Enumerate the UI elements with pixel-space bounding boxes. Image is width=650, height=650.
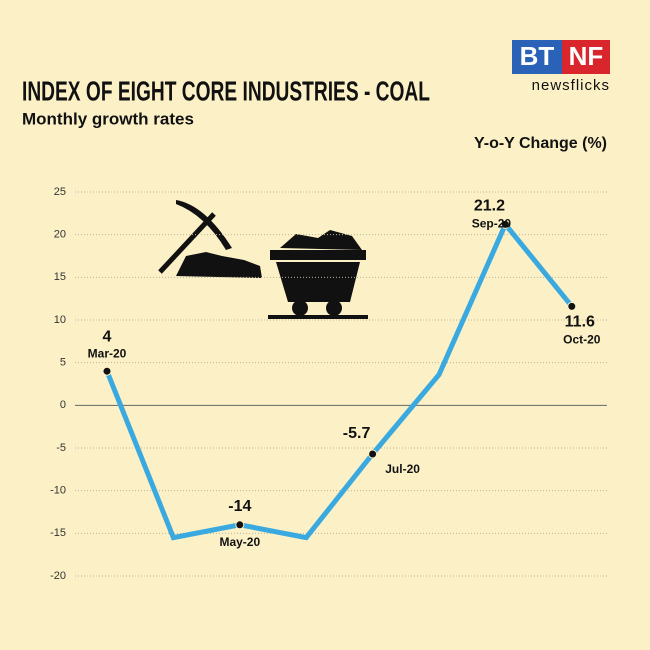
pickaxe-icon: [158, 200, 262, 278]
value-label: 4: [103, 328, 112, 345]
category-label: Sep-20: [472, 217, 512, 231]
line-series: [104, 219, 574, 541]
point: [500, 219, 510, 229]
point: [102, 366, 112, 376]
category-label: May-20: [219, 535, 260, 549]
value-label: 21.2: [474, 198, 505, 215]
point: [368, 449, 378, 459]
cart-icon: [268, 230, 368, 319]
logo: BT NF newsflicks: [512, 40, 610, 94]
logo-tagline: newsflicks: [532, 77, 610, 94]
category-label: Oct-20: [563, 333, 601, 347]
chart-title: INDEX OF EIGHT CORE INDUSTRIES - COAL: [22, 75, 430, 106]
point: [235, 520, 245, 530]
y-tick-label: 0: [60, 399, 66, 411]
logo-left: BT: [520, 41, 555, 71]
logo-right: NF: [569, 41, 604, 71]
logo-left-box: [512, 40, 562, 74]
point: [567, 301, 577, 311]
y-tick-label: -10: [50, 485, 66, 497]
logo-right-box: [562, 40, 610, 74]
value-label: 11.6: [565, 314, 595, 331]
y-tick-label: 5: [60, 357, 66, 369]
category-label: Jul-20: [385, 462, 420, 476]
category-label: Mar-20: [88, 346, 127, 360]
y-tick-label: 15: [54, 271, 66, 283]
y-tick-label: 10: [54, 314, 66, 326]
value-label: -5.7: [343, 425, 371, 442]
y-tick-label: -15: [50, 527, 66, 539]
value-label: -14: [228, 498, 251, 515]
y-tick-label: -20: [50, 570, 66, 582]
chart-subtitle: Monthly growth rates: [22, 109, 194, 128]
y-tick-label: 20: [54, 229, 66, 241]
y-tick-label: 25: [54, 186, 66, 198]
y-tick-label: -5: [56, 442, 66, 454]
y-axis-label: Y-o-Y Change (%): [474, 135, 607, 152]
